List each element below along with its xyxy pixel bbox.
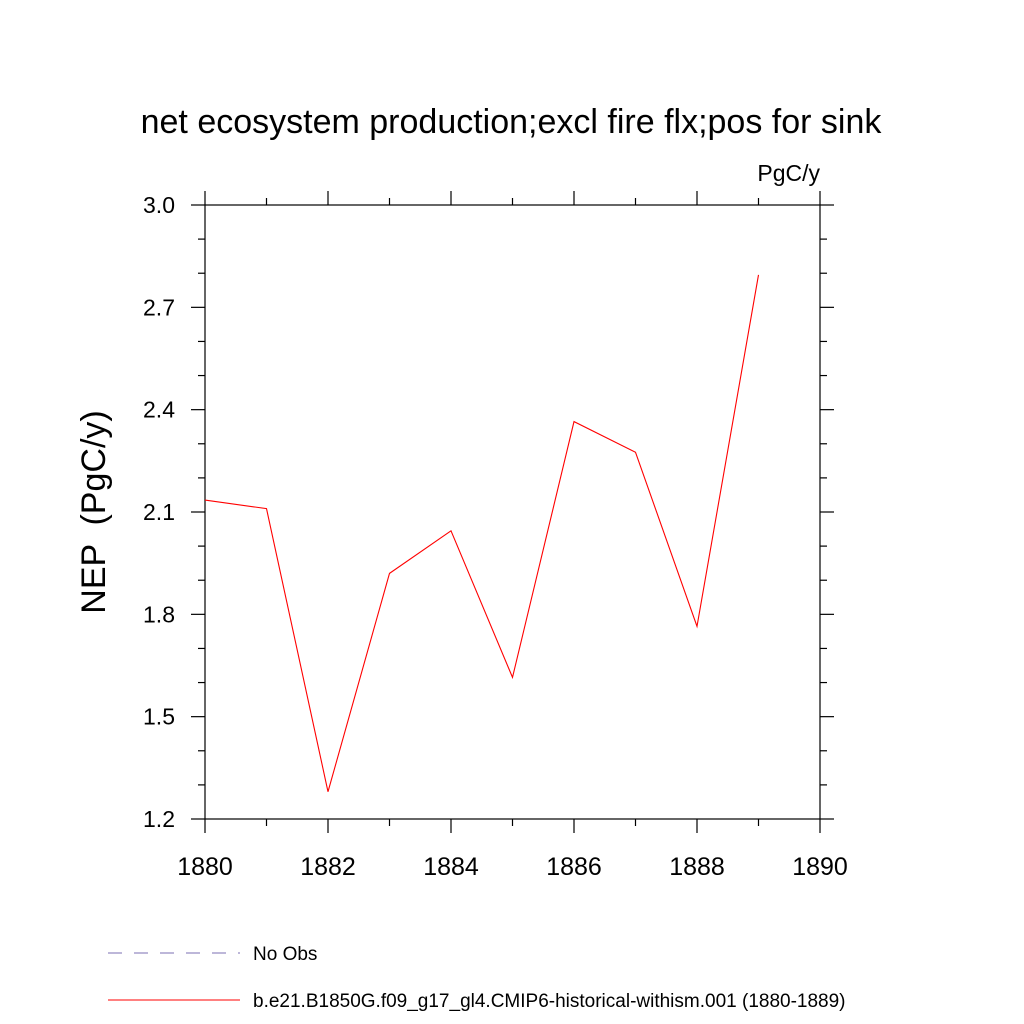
legend-label: No Obs [253, 944, 317, 965]
y-axis-ticks: 1.2 1.5 1.8 2.1 2.4 2.7 3.0 [143, 192, 834, 832]
x-tick-label: 1890 [792, 853, 848, 881]
legend-label: b.e21.B1850G.f09_g17_gl4.CMIP6-historica… [253, 991, 846, 1012]
series-line [204, 274, 760, 792]
x-tick-label: 1884 [423, 853, 479, 881]
y-tick-label: 1.5 [143, 704, 175, 730]
legend: No Obs b.e21.B1850G.f09_g17_gl4.CMIP6-his… [108, 944, 846, 1012]
plot-frame [204, 204, 821, 820]
y-tick-label: 2.7 [143, 294, 175, 320]
x-tick-label: 1888 [669, 853, 725, 881]
y-tick-label: 2.4 [143, 397, 175, 423]
y-tick-label: 1.2 [143, 806, 175, 832]
x-tick-label: 1880 [177, 853, 233, 881]
y-tick-label: 2.1 [143, 499, 175, 525]
units-label: PgC/y [757, 160, 820, 186]
data-lines [204, 274, 760, 792]
y-tick-label: 3.0 [143, 192, 175, 218]
x-axis-ticks: 1880 1882 1884 1886 1888 1890 [177, 191, 848, 881]
x-tick-label: 1886 [546, 853, 602, 881]
x-tick-label: 1882 [300, 853, 356, 881]
chart-title: net ecosystem production;excl fire flx;p… [141, 103, 883, 141]
y-axis-label: NEP (PgC/y) [75, 410, 113, 613]
y-tick-label: 1.8 [143, 601, 175, 627]
